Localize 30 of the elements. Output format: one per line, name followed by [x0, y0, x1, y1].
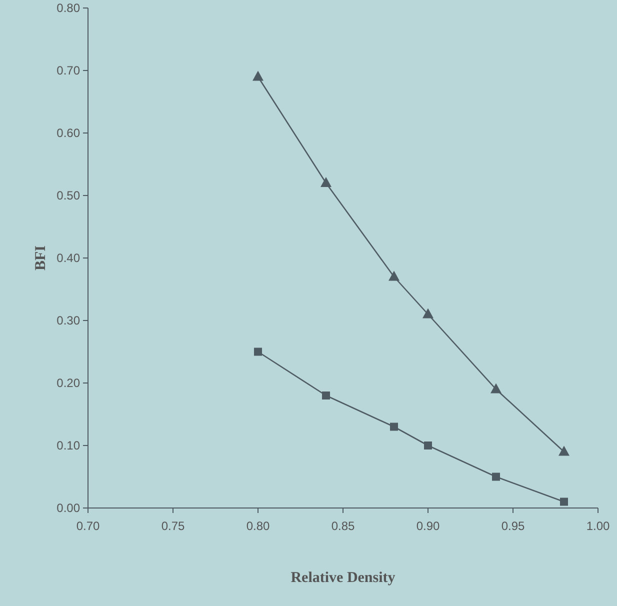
x-tick-label: 0.95: [501, 519, 525, 533]
point: [422, 308, 434, 318]
x-tick-label: 0.75: [161, 519, 185, 533]
x-tick-label: 0.85: [331, 519, 355, 533]
y-tick-label: 0.60: [56, 126, 80, 140]
y-tick-label: 0.40: [56, 251, 80, 266]
x-tick-label: 0.70: [76, 519, 100, 533]
point: [390, 422, 398, 431]
y-tick-label: 0.30: [56, 314, 80, 328]
x-tick-label: 1.00: [586, 519, 610, 533]
point: [388, 270, 400, 281]
y-axis-title: BFI: [33, 245, 49, 271]
point: [490, 383, 502, 394]
y-tick-label: 0.10: [56, 438, 80, 453]
point: [254, 348, 262, 356]
point: [492, 472, 500, 481]
y-tick-label: 0.20: [56, 376, 80, 390]
point: [560, 498, 568, 506]
x-tick-label: 0.80: [246, 519, 270, 533]
point: [252, 70, 264, 81]
point: [558, 446, 570, 456]
y-tick-label: 0.50: [56, 188, 80, 203]
x-axis-title: Relative Density: [290, 570, 396, 586]
point: [424, 442, 432, 450]
point: [322, 392, 330, 400]
x-tick-label: 0.90: [416, 519, 440, 533]
y-tick-label: 0.70: [56, 64, 80, 78]
y-tick-label: 0.00: [56, 501, 80, 516]
point: [320, 177, 332, 187]
y-tick-label: 0.80: [56, 1, 80, 16]
